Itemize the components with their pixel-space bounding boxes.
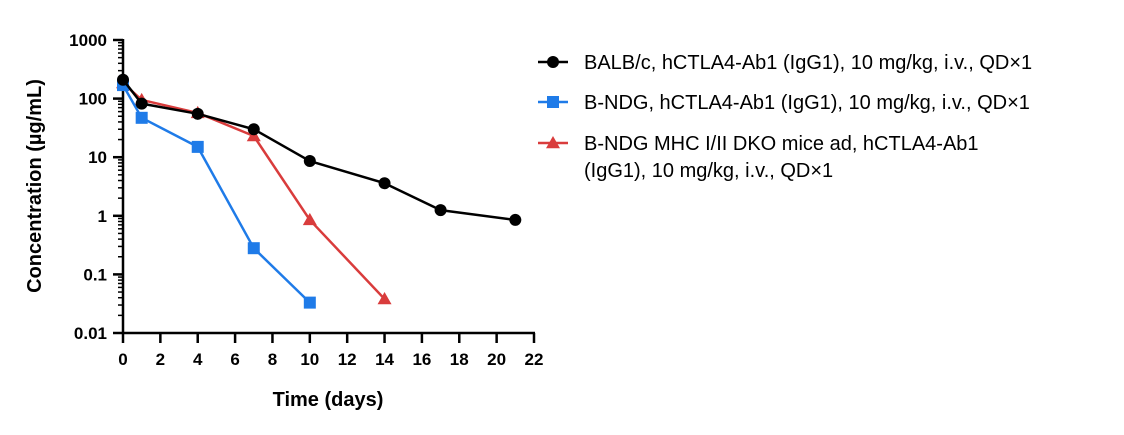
x-tick-label: 14 (375, 350, 394, 369)
x-tick-label: 22 (525, 350, 544, 369)
y-tick-label: 0.01 (74, 324, 107, 343)
series-line (122, 82, 386, 300)
y-tick-label: 1 (98, 207, 107, 226)
x-tick-label: 16 (412, 350, 431, 369)
legend-label: B-NDG, hCTLA4-Ab1 (IgG1), 10 mg/kg, i.v.… (584, 92, 1030, 114)
legend: BALB/c, hCTLA4-Ab1 (IgG1), 10 mg/kg, i.v… (538, 52, 1032, 182)
x-tick-label: 8 (268, 350, 277, 369)
x-tick-label: 18 (450, 350, 469, 369)
x-axis-title: Time (days) (273, 389, 384, 411)
data-point (377, 292, 392, 305)
legend-item: B-NDG MHC I/II DKO mice ad, hCTLA4-Ab1 (I… (538, 133, 979, 182)
data-point (135, 111, 148, 124)
axes: 0.01 0.1 1 10 100 1000 0 2 4 6 8 10 12 14 16 18 20 22 (69, 31, 543, 369)
data-point (191, 107, 204, 120)
y-tick-label: 100 (79, 90, 107, 109)
y-tick-label: 1000 (69, 31, 107, 50)
legend-label: (IgG1), 10 mg/kg, i.v., QD×1 (584, 160, 833, 182)
series-circle (117, 73, 522, 226)
legend-swatch-marker (547, 56, 559, 68)
data-point (378, 177, 391, 190)
series-square (117, 79, 316, 309)
series-triangle (116, 75, 392, 305)
y-tick-label: 10 (88, 148, 107, 167)
legend-label: B-NDG MHC I/II DKO mice ad, hCTLA4-Ab1 (584, 133, 979, 155)
data-point (247, 242, 260, 255)
data-point (135, 97, 148, 110)
data-point (302, 212, 317, 226)
legend-item: BALB/c, hCTLA4-Ab1 (IgG1), 10 mg/kg, i.v… (538, 52, 1032, 74)
data-point (191, 140, 204, 153)
x-tick-label: 10 (300, 350, 319, 369)
legend-swatch-marker (546, 136, 560, 149)
legend-label: BALB/c, hCTLA4-Ab1 (IgG1), 10 mg/kg, i.v… (584, 52, 1032, 74)
x-tick-label: 6 (230, 350, 239, 369)
data-point (303, 296, 316, 309)
x-tick-label: 12 (338, 350, 357, 369)
x-tick-label: 2 (156, 350, 165, 369)
data-point (434, 204, 447, 217)
x-tick-label: 20 (487, 350, 506, 369)
legend-item: B-NDG, hCTLA4-Ab1 (IgG1), 10 mg/kg, i.v.… (538, 92, 1030, 114)
data-point (117, 73, 129, 86)
data-point (509, 213, 522, 226)
series-layer (116, 73, 522, 309)
y-axis-title: Concentration (µg/mL) (24, 79, 46, 293)
x-tick-label: 4 (193, 350, 203, 369)
series-line (122, 78, 516, 222)
y-tick-label: 0.1 (83, 265, 107, 284)
legend-swatch-marker (547, 96, 559, 108)
data-point (247, 123, 260, 136)
x-tick-label: 0 (118, 350, 127, 369)
data-point (303, 155, 316, 168)
